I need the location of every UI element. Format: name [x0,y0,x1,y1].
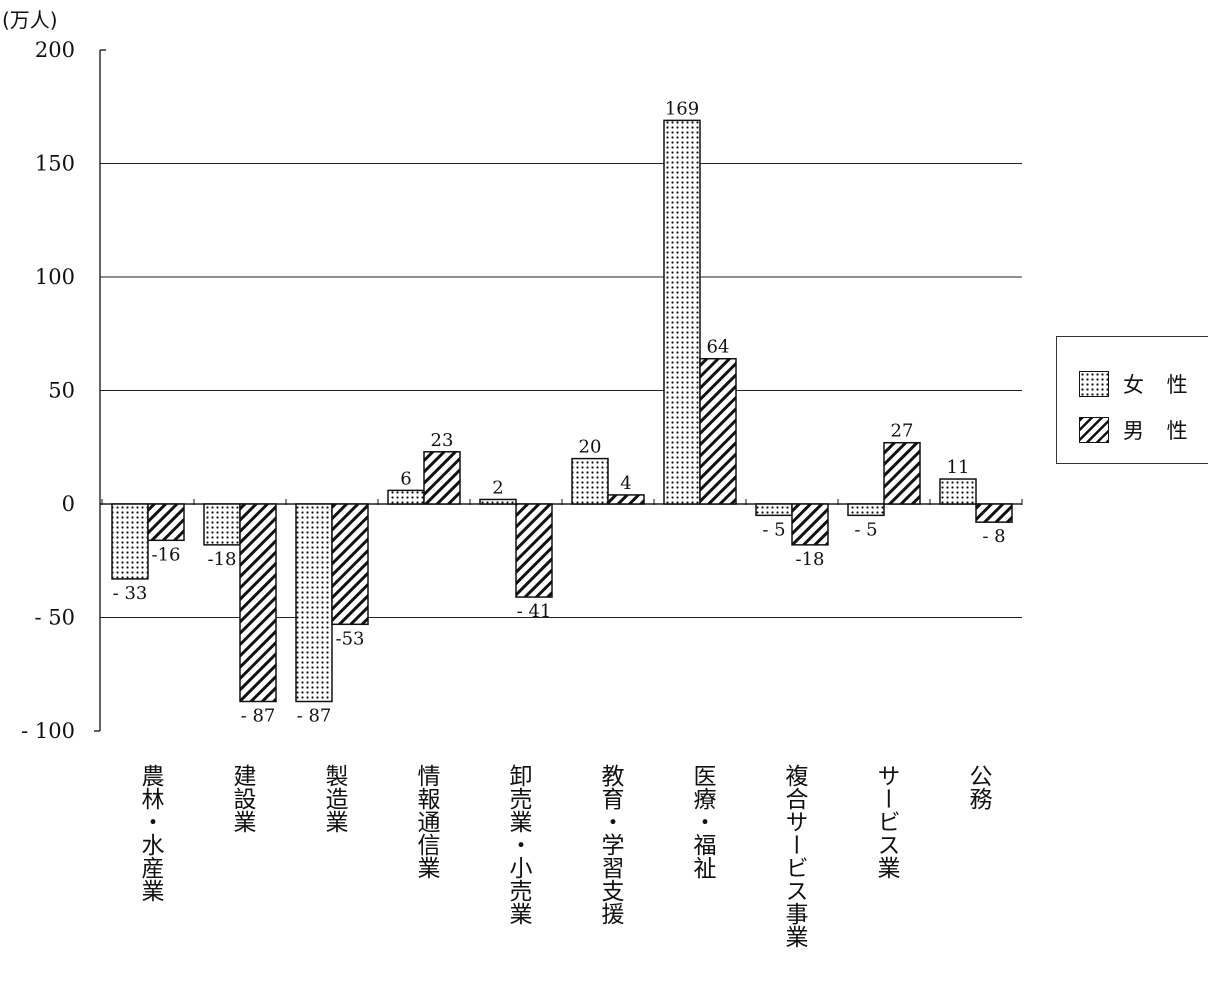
bar-male [423,451,461,505]
bar-male [331,503,369,626]
data-label-female: - 33 [113,583,148,604]
data-label-female: 20 [579,437,602,458]
legend: 女 性 男 性 [1056,336,1208,464]
bar-male [883,441,921,505]
data-label-male: - 41 [517,601,552,622]
legend-label-male: 男 性 [1123,419,1196,443]
y-tick-label: - 100 [21,719,75,743]
bar-female [295,503,333,703]
bar-female [111,503,149,580]
bar-male [699,357,737,505]
gridlines [100,162,1023,619]
data-label-female: 2 [492,477,503,498]
category-label: 医療・福祉 [689,764,715,879]
category-label: 教育・学習支援 [597,764,623,925]
category-label: 製造業 [321,764,347,833]
data-label-female: - 5 [762,519,785,540]
data-label-male: - 87 [241,705,276,726]
data-label-male: 27 [891,421,914,442]
bar-female [755,503,793,517]
y-axis: 200 150 100 50 0 - 50 - 100 [21,38,106,743]
category-label: 情報通信業 [413,764,439,879]
data-label-male: 23 [431,430,454,451]
legend-swatch-female [1079,371,1109,397]
category-label: 卸売業・小売業 [505,764,531,925]
bar-male [791,503,829,546]
data-label-male: - 8 [982,526,1005,547]
data-labels: - 33-16 -18 - 87 - 87 -53 6 23 2 - 41 20 4 169 64 - 5… [113,98,1006,726]
bar-female [203,503,241,546]
bar-male [607,494,645,505]
category-label: 建設業 [229,764,255,833]
y-tick-label: 100 [35,265,75,289]
bar-female [939,478,977,505]
legend-swatch-male [1079,417,1109,443]
bar-male [975,503,1013,523]
bar-male [239,503,277,703]
bar-male [515,503,553,598]
data-label-male: 4 [620,473,631,494]
data-label-male: -18 [796,549,825,570]
bar-female [847,503,885,517]
bar-female [479,498,517,505]
y-tick-label: 0 [62,492,75,516]
y-axis-unit-label: (万人) [2,8,58,32]
legend-label-female: 女 性 [1123,373,1196,397]
bar-female [387,489,425,505]
bar-female [571,457,609,505]
legend-item-male: 男 性 [1079,415,1196,445]
y-tick-label: 50 [48,379,75,403]
y-tick-label: 200 [35,38,75,62]
legend-item-female: 女 性 [1079,369,1196,399]
data-label-male: 64 [707,337,730,358]
category-label: 農林・水産業 [137,764,163,902]
category-label: 公務 [965,764,991,810]
y-tick-label: - 50 [35,606,76,630]
category-label: 複合サービス事業 [781,764,807,948]
y-tick-label: 150 [35,152,75,176]
bars [111,119,1013,703]
data-label-male: -16 [152,544,181,565]
data-label-female: 11 [947,457,970,478]
data-label-female: 6 [400,468,411,489]
category-label: サービス業 [873,764,899,879]
data-label-female: -18 [208,549,237,570]
data-label-male: -53 [336,628,365,649]
data-label-female: 169 [665,98,699,119]
data-label-female: - 87 [297,705,332,726]
bar-male [147,503,185,542]
data-label-female: - 5 [854,519,877,540]
bar-female [663,119,701,505]
